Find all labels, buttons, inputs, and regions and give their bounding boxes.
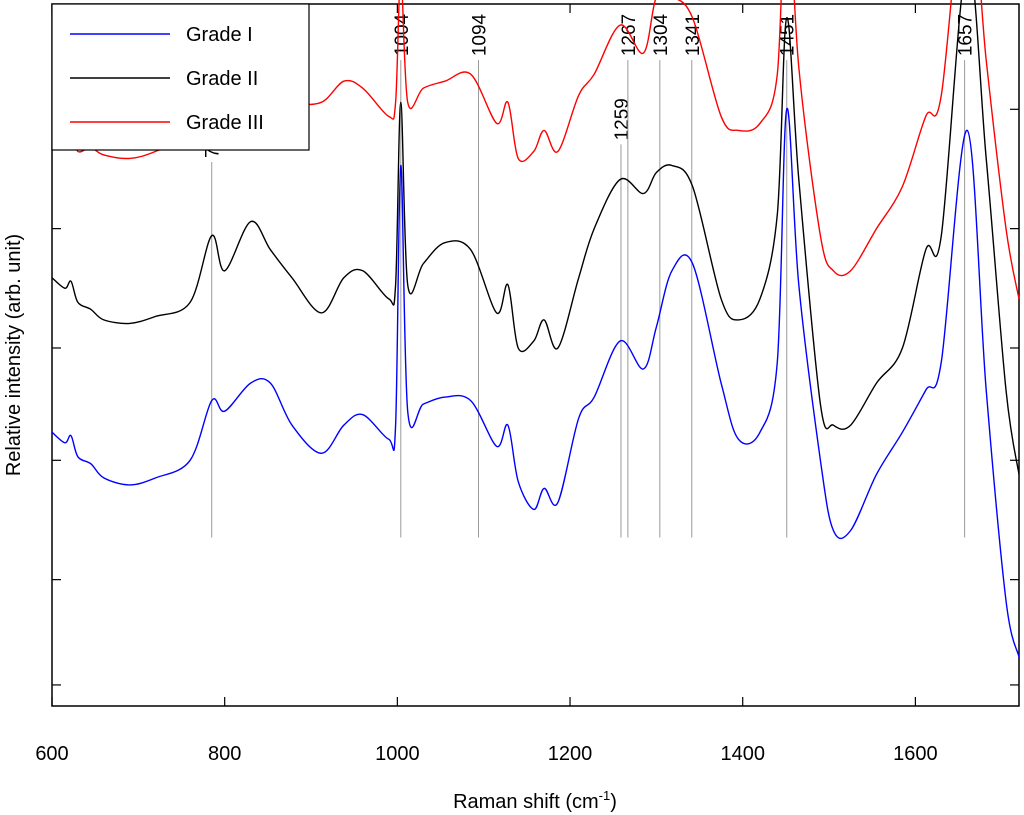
series-line-grade-i <box>51 107 1020 658</box>
legend-label-grade-i: Grade I <box>186 24 253 46</box>
peak-label-1267: 1267 <box>619 14 640 56</box>
peak-label-1004: 1004 <box>392 13 413 56</box>
x-axis-ticks: 600 800 1000 1200 1400 1600 <box>35 4 938 765</box>
x-tick-label-1200: 1200 <box>548 743 593 765</box>
peak-label-1341: 1341 <box>683 14 704 56</box>
peak-label-1451: 1451 <box>778 14 799 56</box>
y-axis-label: Relative intensity (arb. unit) <box>3 234 25 476</box>
legend-label-grade-iii: Grade III <box>186 112 264 134</box>
x-tick-label-1600: 1600 <box>893 743 938 765</box>
peak-label-1657: 1657 <box>956 14 977 56</box>
peak-annotations: 78510041094125912671304134114511657 <box>203 13 977 538</box>
x-tick-label-600: 600 <box>35 743 68 765</box>
peak-label-1304: 1304 <box>651 13 672 56</box>
peak-label-1094: 1094 <box>470 13 491 56</box>
legend: Grade I Grade II Grade III <box>51 3 310 151</box>
legend-box <box>51 3 310 151</box>
peak-label-1259: 1259 <box>612 98 633 140</box>
legend-label-grade-ii: Grade II <box>186 68 258 90</box>
series-line-grade-ii <box>51 0 1020 475</box>
x-axis-label: Raman shift (cm-1) <box>453 788 617 813</box>
x-tick-label-1400: 1400 <box>720 743 765 765</box>
x-tick-label-1000: 1000 <box>375 743 420 765</box>
x-tick-label-800: 800 <box>208 743 241 765</box>
